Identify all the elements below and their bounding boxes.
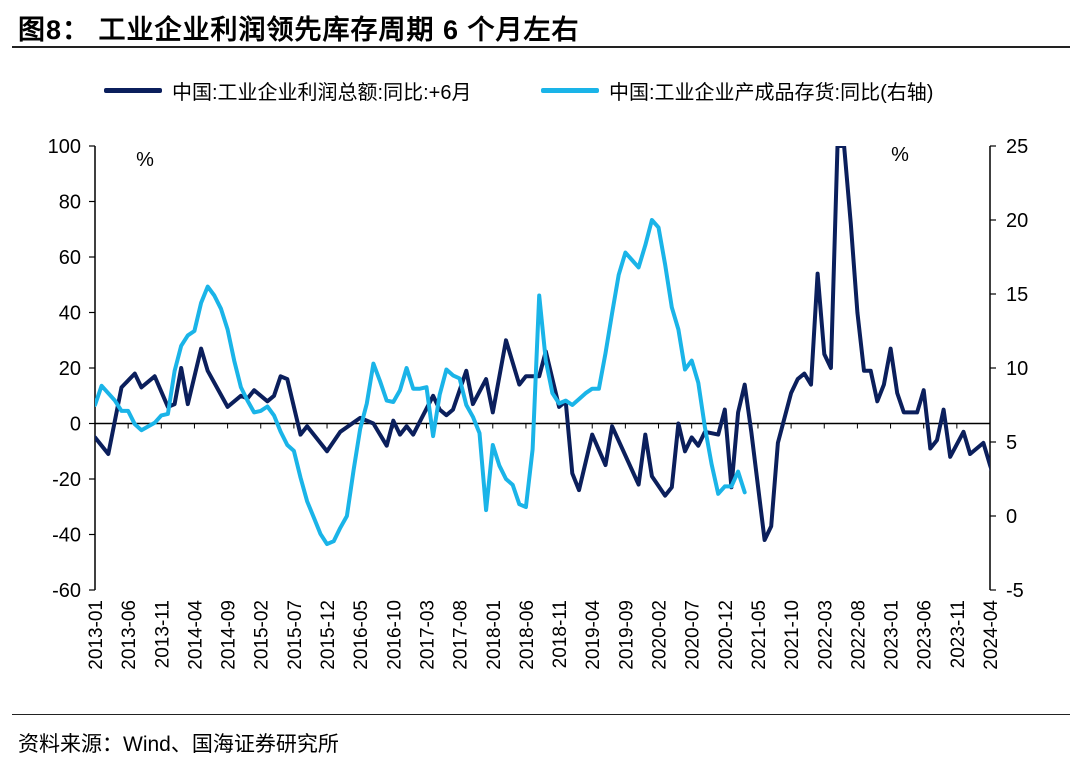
left-y-tick-label: 60 [59,247,81,269]
right-y-tick-label: 0 [1006,506,1017,528]
x-tick-label: 2016-05 [351,600,372,670]
right-y-unit-label: % [891,144,909,166]
x-tick-label: 2013-06 [119,600,140,670]
x-tick-label: 2013-01 [86,600,107,670]
left-y-unit-label: % [136,149,154,171]
x-tick-label: 2023-11 [948,600,969,668]
x-tick-label: 2020-07 [683,600,704,670]
footer-divider [12,714,1070,715]
figure-title: 图8： 工业企业利润领先库存周期 6 个月左右 [18,15,580,45]
x-tick-label: 2021-05 [749,600,770,670]
x-tick-label: 2015-07 [285,600,306,670]
left-y-tick-label: 40 [59,303,81,325]
x-tick-label: 2020-02 [650,600,671,670]
left-y-tick-label: 0 [70,414,81,436]
left-y-tick-label: -40 [52,525,81,547]
x-tick-label: 2014-09 [219,600,240,670]
legend-item-inventory: 中国:工业企业产成品存货:同比(右轴) [541,76,933,105]
left-y-tick-label: 100 [48,136,81,158]
right-y-tick-label: 10 [1006,358,1028,380]
x-tick-label: 2019-04 [583,600,604,670]
left-y-tick-label: 20 [59,358,81,380]
legend-item-profit: 中国:工业企业利润总额:同比:+6月 [104,76,471,105]
x-tick-label: 2019-09 [616,600,637,670]
right-y-tick-label: -5 [1006,580,1024,602]
figure-header: 图8： 工业企业利润领先库存周期 6 个月左右 [0,0,1080,46]
x-tick-label: 2023-06 [915,600,936,670]
x-tick-label: 2015-12 [318,600,339,670]
right-y-tick-label: 15 [1006,284,1028,306]
x-tick-label: 2023-01 [882,600,903,670]
left-y-tick-label: 80 [59,192,81,214]
right-y-tick-label: 5 [1006,432,1017,454]
header-divider [12,46,1070,48]
x-tick-label: 2013-11 [152,600,173,668]
x-tick-label: 2017-03 [417,600,438,670]
legend-label-inventory: 中国:工业企业产成品存货:同比(右轴) [609,82,934,104]
x-tick-label: 2018-06 [517,600,538,670]
chart-legend: 中国:工业企业利润总额:同比:+6月 中国:工业企业产成品存货:同比(右轴) [0,76,1080,106]
x-tick-label: 2018-01 [484,600,505,670]
legend-swatch-profit [104,88,162,93]
right-y-tick-label: 20 [1006,210,1028,232]
x-tick-label: 2016-10 [384,600,405,670]
inventory-series-line [95,218,747,547]
x-tick-label: 2024-04 [981,600,1002,670]
line-chart: -60 -40 -20 0 20 40 60 80 100 -5 0 5 10 15 20 25% % 2013-… [48,136,1029,670]
legend-swatch-inventory [541,88,599,93]
x-tick-label: 2014-04 [185,600,206,670]
x-tick-label: 2022-08 [848,600,869,670]
x-tick-label: 2020-12 [716,600,737,670]
source-note: 资料来源：Wind、国海证券研究所 [18,733,339,756]
legend-label-profit: 中国:工业企业利润总额:同比:+6月 [172,82,472,104]
x-tick-label: 2017-08 [451,600,472,670]
x-tick-label: 2015-02 [252,600,273,670]
profit-series-line [95,146,990,542]
left-y-tick-label: -20 [52,469,81,491]
x-tick-label: 2021-10 [782,600,803,670]
right-y-tick-label: 25 [1006,136,1028,158]
x-tick-label: 2022-03 [815,600,836,670]
left-y-tick-label: -60 [52,580,81,602]
x-tick-label: 2018-11 [550,600,571,668]
